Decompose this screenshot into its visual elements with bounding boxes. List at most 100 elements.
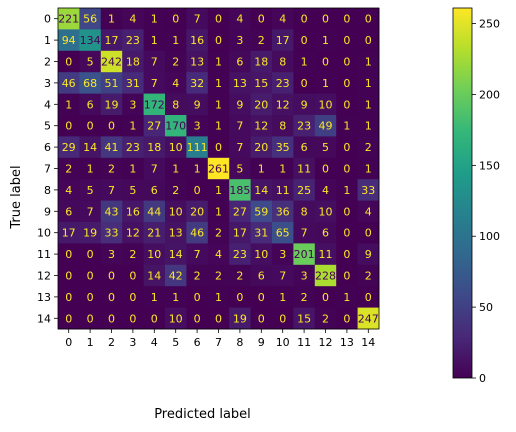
cell-value-label: 1 bbox=[365, 56, 372, 69]
heatmap-cell bbox=[100, 8, 123, 30]
heatmap-cell bbox=[272, 29, 294, 52]
heatmap-cell bbox=[186, 93, 209, 116]
cell-value-label: 0 bbox=[301, 77, 308, 90]
heatmap-cell bbox=[100, 50, 123, 73]
heatmap-cell bbox=[357, 72, 380, 94]
cell-value-label: 0 bbox=[215, 141, 222, 154]
heatmap-cell bbox=[293, 8, 316, 30]
heatmap-cell bbox=[250, 115, 273, 137]
heatmap-cell bbox=[357, 307, 380, 330]
heatmap-cell bbox=[122, 72, 144, 94]
heatmap-cell bbox=[100, 222, 123, 244]
cell-value-label: 185 bbox=[229, 184, 250, 197]
heatmap-cell bbox=[357, 136, 380, 159]
cell-value-label: 134 bbox=[80, 34, 101, 47]
heatmap-cell bbox=[165, 93, 187, 116]
cell-value-label: 15 bbox=[254, 77, 268, 90]
heatmap-cell bbox=[143, 243, 166, 266]
cell-value-label: 27 bbox=[147, 120, 161, 133]
cell-value-label: 94 bbox=[62, 34, 76, 47]
heatmap-cell bbox=[186, 243, 209, 266]
heatmap-cell bbox=[314, 93, 337, 116]
colorbar-tick-label: 0 bbox=[479, 372, 486, 385]
cell-value-label: 2 bbox=[65, 163, 72, 176]
heatmap-cell bbox=[314, 264, 337, 287]
cell-value-label: 1 bbox=[215, 120, 222, 133]
heatmap-cell bbox=[165, 136, 187, 159]
cell-value-label: 4 bbox=[129, 13, 136, 26]
heatmap-cell bbox=[250, 243, 273, 266]
heatmap-cell bbox=[58, 307, 80, 330]
cell-value-label: 0 bbox=[194, 184, 201, 197]
cell-value-label: 8 bbox=[172, 98, 179, 111]
heatmap-cell bbox=[165, 179, 187, 201]
cell-value-label: 0 bbox=[322, 13, 329, 26]
cell-value-label: 0 bbox=[108, 291, 115, 304]
cell-value-label: 3 bbox=[194, 120, 201, 133]
heatmap-cell bbox=[336, 222, 358, 244]
cell-value-label: 0 bbox=[343, 77, 350, 90]
cell-value-label: 8 bbox=[301, 205, 308, 218]
heatmap-cell bbox=[58, 72, 80, 94]
heatmap-cell bbox=[122, 264, 144, 287]
heatmap-cell bbox=[100, 286, 123, 308]
cell-value-label: 12 bbox=[276, 98, 290, 111]
cell-value-label: 46 bbox=[190, 227, 204, 240]
cell-value-label: 0 bbox=[65, 248, 72, 261]
x-tick-label: 11 bbox=[297, 336, 311, 349]
y-axis-label: True label bbox=[9, 165, 24, 229]
cell-value-label: 2 bbox=[108, 163, 115, 176]
cell-value-label: 0 bbox=[343, 163, 350, 176]
x-tick-label: 7 bbox=[215, 336, 222, 349]
heatmap-cell bbox=[165, 222, 187, 244]
cell-value-label: 0 bbox=[87, 312, 94, 325]
x-tick-label: 4 bbox=[151, 336, 158, 349]
cell-value-label: 6 bbox=[301, 141, 308, 154]
cell-value-label: 10 bbox=[147, 248, 161, 261]
heatmap-cell bbox=[357, 200, 380, 223]
x-tick-label: 1 bbox=[87, 336, 94, 349]
cell-value-label: 0 bbox=[65, 270, 72, 283]
cell-value-label: 0 bbox=[172, 13, 179, 26]
cell-value-label: 56 bbox=[83, 13, 97, 26]
cell-value-label: 17 bbox=[105, 34, 119, 47]
heatmap-cell bbox=[100, 307, 123, 330]
y-tick-label: 5 bbox=[44, 120, 51, 133]
cell-value-label: 0 bbox=[215, 13, 222, 26]
heatmap-cell bbox=[314, 200, 337, 223]
heatmap-cell bbox=[100, 179, 123, 201]
heatmap-cell bbox=[122, 200, 144, 223]
heatmap-cell bbox=[79, 115, 102, 137]
cell-value-label: 1 bbox=[343, 184, 350, 197]
y-tick-label: 9 bbox=[44, 205, 51, 218]
cell-value-label: 9 bbox=[301, 98, 308, 111]
cell-value-label: 29 bbox=[62, 141, 76, 154]
heatmap-cell bbox=[336, 136, 358, 159]
heatmap-cell bbox=[186, 222, 209, 244]
cell-value-label: 0 bbox=[258, 312, 265, 325]
cell-value-label: 172 bbox=[144, 98, 165, 111]
y-tick-label: 12 bbox=[37, 270, 51, 283]
heatmap-cell bbox=[314, 29, 337, 52]
heatmap-cell bbox=[143, 307, 166, 330]
heatmap-cell bbox=[122, 157, 144, 180]
cell-value-label: 46 bbox=[62, 77, 76, 90]
heatmap-cell bbox=[58, 222, 80, 244]
heatmap-cell bbox=[207, 243, 230, 266]
heatmap-cell bbox=[186, 72, 209, 94]
cell-value-label: 10 bbox=[169, 141, 183, 154]
y-tick-label: 1 bbox=[44, 34, 51, 47]
heatmap-cell bbox=[272, 136, 294, 159]
y-tick-label: 3 bbox=[44, 77, 51, 90]
cell-value-label: 0 bbox=[322, 291, 329, 304]
heatmap-cell bbox=[165, 157, 187, 180]
heatmap-cell bbox=[314, 243, 337, 266]
heatmap-cell bbox=[100, 243, 123, 266]
cell-value-label: 1 bbox=[215, 56, 222, 69]
cell-value-label: 1 bbox=[172, 34, 179, 47]
cell-value-label: 13 bbox=[233, 77, 247, 90]
heatmap-cell bbox=[336, 179, 358, 201]
heatmap-cell bbox=[165, 72, 187, 94]
cell-value-label: 7 bbox=[151, 56, 158, 69]
